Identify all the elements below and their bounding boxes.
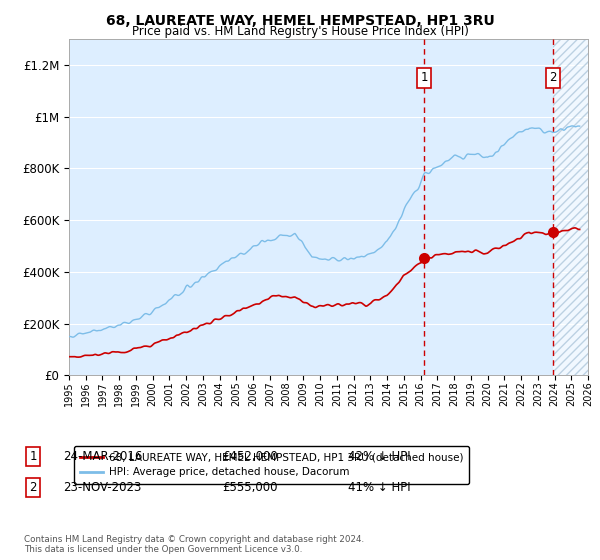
Text: Price paid vs. HM Land Registry's House Price Index (HPI): Price paid vs. HM Land Registry's House … — [131, 25, 469, 38]
Text: 2: 2 — [29, 480, 37, 494]
Text: 68, LAUREATE WAY, HEMEL HEMPSTEAD, HP1 3RU: 68, LAUREATE WAY, HEMEL HEMPSTEAD, HP1 3… — [106, 14, 494, 28]
Text: 2: 2 — [549, 71, 557, 85]
Text: 41% ↓ HPI: 41% ↓ HPI — [348, 480, 410, 494]
Text: £555,000: £555,000 — [222, 480, 277, 494]
Text: Contains HM Land Registry data © Crown copyright and database right 2024.
This d: Contains HM Land Registry data © Crown c… — [24, 535, 364, 554]
Text: 42% ↓ HPI: 42% ↓ HPI — [348, 450, 410, 463]
Text: 1: 1 — [421, 71, 428, 85]
Text: 1: 1 — [29, 450, 37, 463]
Text: 24-MAR-2016: 24-MAR-2016 — [63, 450, 142, 463]
Bar — [553, 39, 588, 375]
Legend: 68, LAUREATE WAY, HEMEL HEMPSTEAD, HP1 3RU (detached house), HPI: Average price,: 68, LAUREATE WAY, HEMEL HEMPSTEAD, HP1 3… — [74, 446, 469, 484]
Text: 23-NOV-2023: 23-NOV-2023 — [63, 480, 142, 494]
Text: £452,000: £452,000 — [222, 450, 278, 463]
